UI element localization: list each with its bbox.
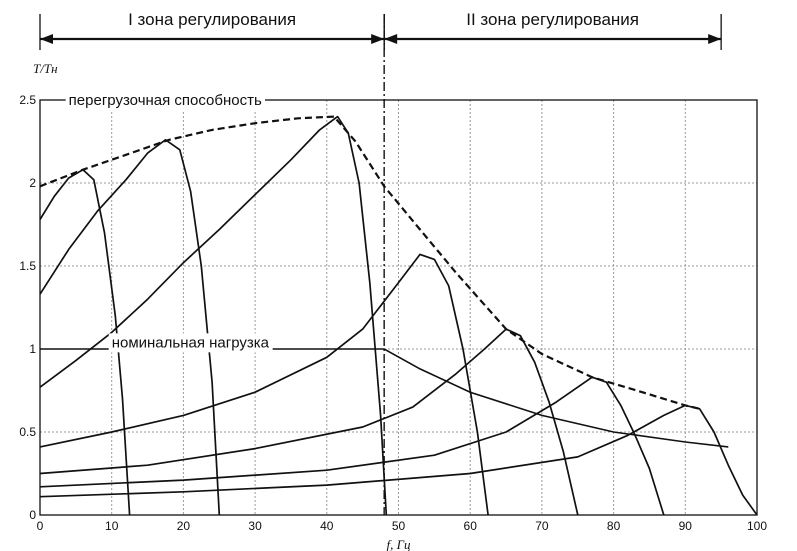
zone-arrow-head-right (371, 34, 385, 44)
zone-arrow-head-left (40, 34, 53, 44)
x-tick-label: 80 (607, 519, 621, 533)
x-tick-label: 70 (535, 519, 549, 533)
y-tick-label: 1 (29, 342, 36, 356)
x-tick-label: 10 (105, 519, 119, 533)
torque-curve (39, 376, 665, 516)
torque-curve (39, 404, 758, 516)
nominal-load-line (40, 348, 729, 448)
x-tick-label: 20 (177, 519, 191, 533)
torque-curve (39, 168, 131, 516)
torque-curve (39, 115, 388, 516)
x-axis-label: f, Гц (386, 537, 411, 551)
plot-frame (39, 99, 758, 516)
annotation-background (108, 333, 273, 353)
y-tick-label: 1.5 (19, 259, 36, 273)
annotation-background (65, 91, 265, 110)
zone-label: I зона регулирования (128, 10, 296, 29)
overload-envelope-line (39, 115, 700, 410)
x-tick-label: 60 (464, 519, 478, 533)
x-tick-label: 50 (392, 519, 406, 533)
zone-arrow-head-left (384, 34, 398, 44)
annotation-label: перегрузочная способность (69, 92, 262, 109)
x-tick-label: 0 (37, 519, 44, 533)
annotation-label: номинальная нагрузка (112, 334, 270, 351)
y-tick-label: 0 (29, 508, 36, 522)
x-tick-label: 90 (679, 519, 693, 533)
torque-curve (39, 253, 489, 516)
zone-arrow-head-right (708, 34, 722, 44)
zone-label: II зона регулирования (466, 10, 639, 29)
x-tick-label: 100 (747, 519, 767, 533)
y-axis-label: T/Tн (33, 61, 58, 76)
y-tick-label: 2 (29, 176, 36, 190)
torque-curve (39, 138, 221, 516)
y-tick-label: 0.5 (19, 425, 36, 439)
torque-curve (39, 328, 579, 516)
x-tick-label: 40 (320, 519, 334, 533)
y-tick-label: 2.5 (19, 93, 36, 107)
x-tick-label: 30 (248, 519, 262, 533)
